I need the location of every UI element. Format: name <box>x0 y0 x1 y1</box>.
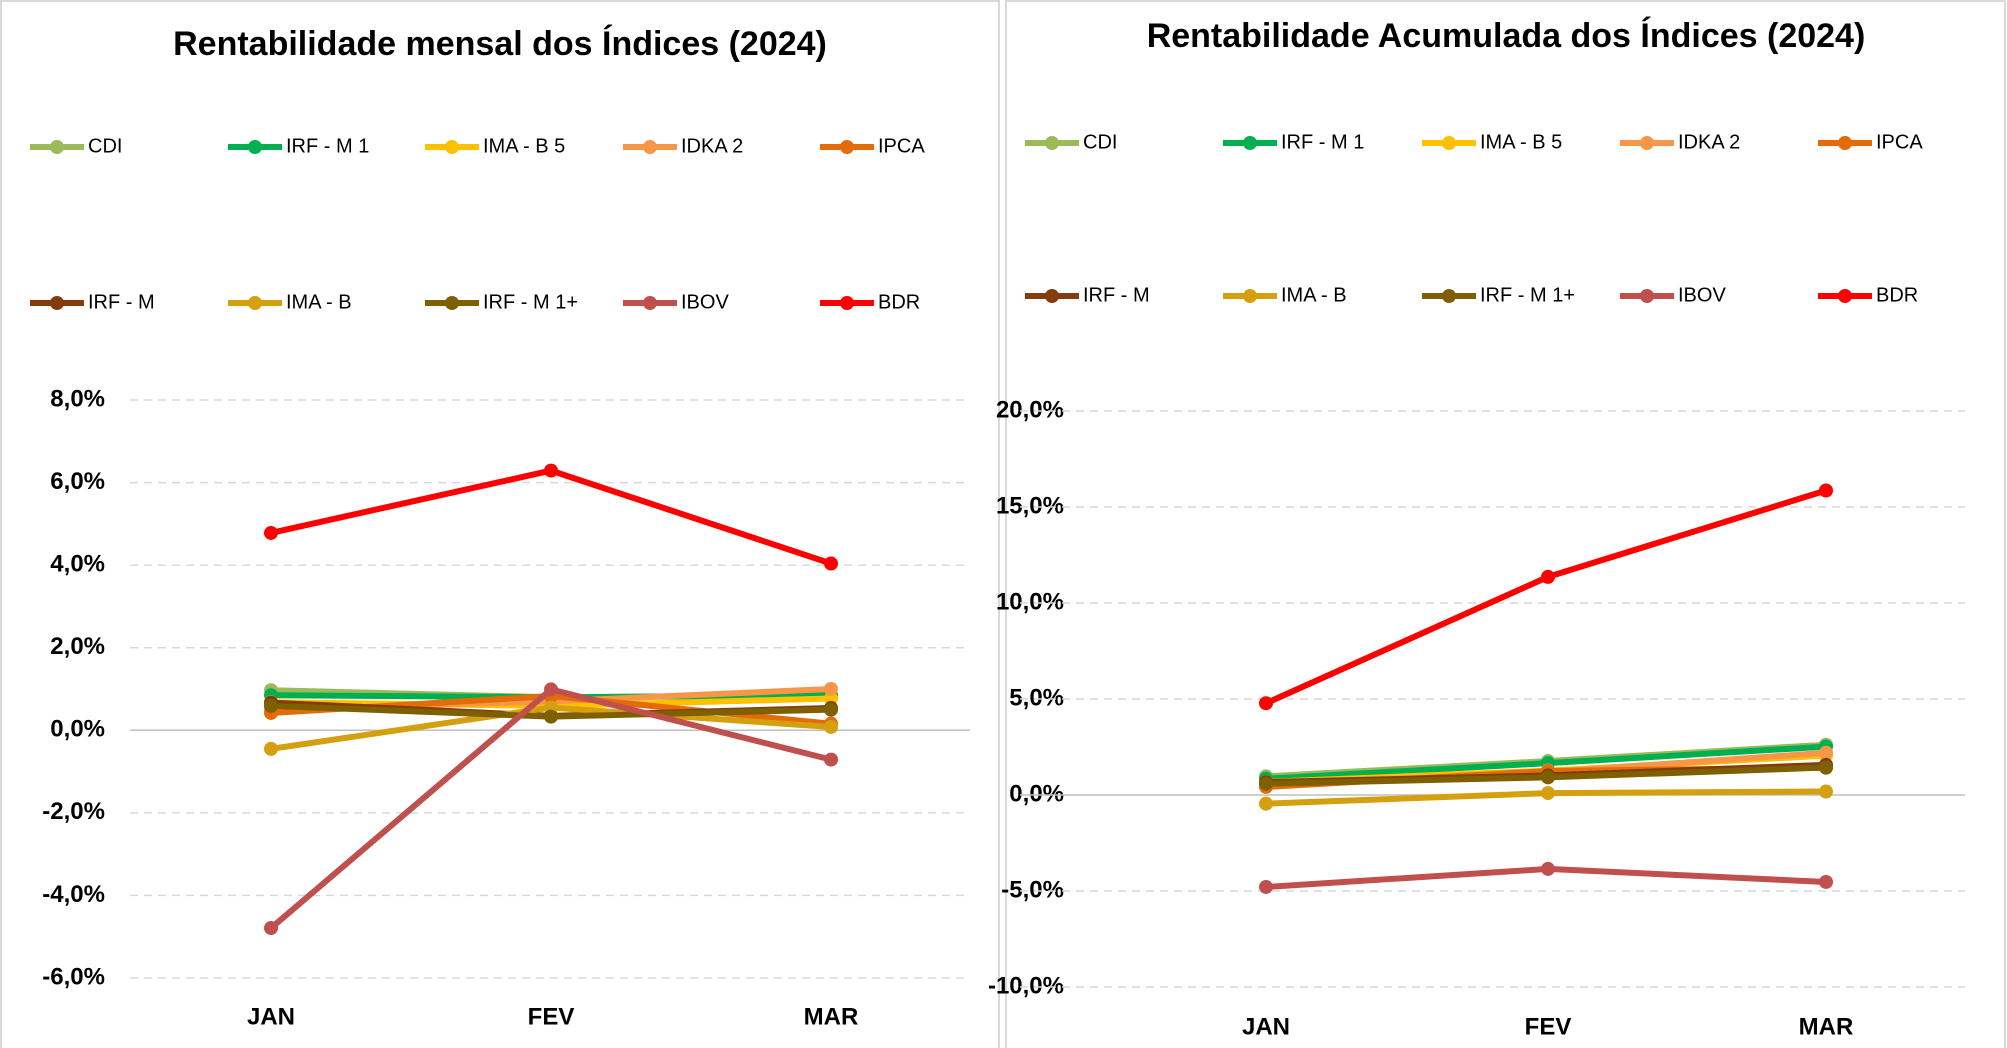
y-tick-label: 4,0% <box>50 550 105 577</box>
x-tick-label: JAN <box>247 1003 295 1030</box>
legend-marker <box>1838 289 1852 303</box>
point <box>264 525 278 540</box>
legend-marker <box>840 140 854 154</box>
legend-marker <box>1243 289 1257 303</box>
legend-label: IRF - M 1+ <box>483 291 578 313</box>
legend-marker <box>248 140 262 154</box>
legend-label: IPCA <box>878 135 925 157</box>
y-tick-label: -5,0% <box>1001 876 1064 903</box>
legend-marker <box>445 140 459 154</box>
x-tick-label: JAN <box>1242 1013 1290 1040</box>
legend-label: IMA - B <box>1281 284 1347 306</box>
legend-marker <box>1640 136 1654 150</box>
legend-marker <box>1442 136 1456 150</box>
chart-title: Rentabilidade mensal dos Índices (2024) <box>173 25 827 63</box>
series-line <box>270 467 832 567</box>
point <box>1259 879 1273 894</box>
legend-marker <box>840 296 854 310</box>
legend-label: IRF - M <box>88 291 155 313</box>
point <box>544 682 558 697</box>
x-tick-label: MAR <box>1799 1013 1854 1040</box>
legend-label: IBOV <box>681 291 729 313</box>
x-tick-label: MAR <box>804 1003 859 1030</box>
legend-label: BDR <box>1876 284 1918 306</box>
point <box>264 921 278 936</box>
panel-border <box>0 0 1000 1048</box>
y-tick-label: 5,0% <box>1009 684 1064 711</box>
legend-label: IRF - M 1 <box>1281 131 1364 153</box>
y-tick-label: -2,0% <box>42 798 105 825</box>
point <box>544 463 558 478</box>
y-tick-label: 20,0% <box>996 396 1064 423</box>
legend-marker <box>50 140 64 154</box>
legend-label: IRF - M <box>1083 284 1150 306</box>
point <box>1819 784 1833 799</box>
y-tick-label: 15,0% <box>996 492 1064 519</box>
point <box>544 709 558 724</box>
point <box>264 741 278 756</box>
legend-marker <box>50 296 64 310</box>
legend-marker <box>1640 289 1654 303</box>
legend-marker <box>643 140 657 154</box>
y-tick-label: 0,0% <box>50 716 105 743</box>
point <box>1819 483 1833 498</box>
y-tick-label: -10,0% <box>988 972 1064 999</box>
point <box>824 556 838 571</box>
panel-border <box>1005 0 2006 1048</box>
legend-marker <box>248 296 262 310</box>
legend-label: IMA - B <box>286 291 352 313</box>
y-tick-label: 0,0% <box>1009 780 1064 807</box>
legend-label: CDI <box>1083 131 1117 153</box>
y-tick-label: 2,0% <box>50 633 105 660</box>
legend-label: IRF - M 1+ <box>1480 284 1575 306</box>
legend-marker <box>1243 136 1257 150</box>
y-tick-label: 6,0% <box>50 468 105 495</box>
point <box>264 698 278 713</box>
legend-label: IBOV <box>1678 284 1726 306</box>
legend-label: IRF - M 1 <box>286 135 369 157</box>
point <box>1819 874 1833 889</box>
legend-marker <box>1442 289 1456 303</box>
legend-marker <box>1838 136 1852 150</box>
point <box>1541 786 1555 801</box>
series-line <box>1264 487 1827 706</box>
legend-marker <box>643 296 657 310</box>
point <box>824 702 838 717</box>
legend-label: BDR <box>878 291 920 313</box>
y-tick-label: 10,0% <box>996 588 1064 615</box>
y-tick-label: -4,0% <box>42 881 105 908</box>
point <box>1259 796 1273 811</box>
point <box>1819 760 1833 775</box>
y-tick-label: 8,0% <box>50 385 105 412</box>
legend-label: IMA - B 5 <box>1480 131 1562 153</box>
point <box>824 719 838 734</box>
point <box>1541 861 1555 876</box>
legend-marker <box>1045 136 1059 150</box>
x-tick-label: FEV <box>1525 1013 1572 1040</box>
legend-label: IMA - B 5 <box>483 135 565 157</box>
point <box>1541 770 1555 785</box>
series-line <box>269 686 832 931</box>
legend-label: IDKA 2 <box>681 135 743 157</box>
y-tick-label: -6,0% <box>42 963 105 990</box>
chart-title: Rentabilidade Acumulada dos Índices (202… <box>1147 17 1866 55</box>
point <box>1819 745 1833 760</box>
legend-label: IDKA 2 <box>1678 131 1740 153</box>
x-tick-label: FEV <box>528 1003 575 1030</box>
point <box>1259 776 1273 791</box>
point <box>1541 569 1555 584</box>
legend-label: IPCA <box>1876 131 1923 153</box>
legend-marker <box>1045 289 1059 303</box>
point <box>824 752 838 767</box>
point <box>1259 696 1273 711</box>
legend-label: CDI <box>88 135 122 157</box>
legend-marker <box>445 296 459 310</box>
point <box>824 682 838 696</box>
